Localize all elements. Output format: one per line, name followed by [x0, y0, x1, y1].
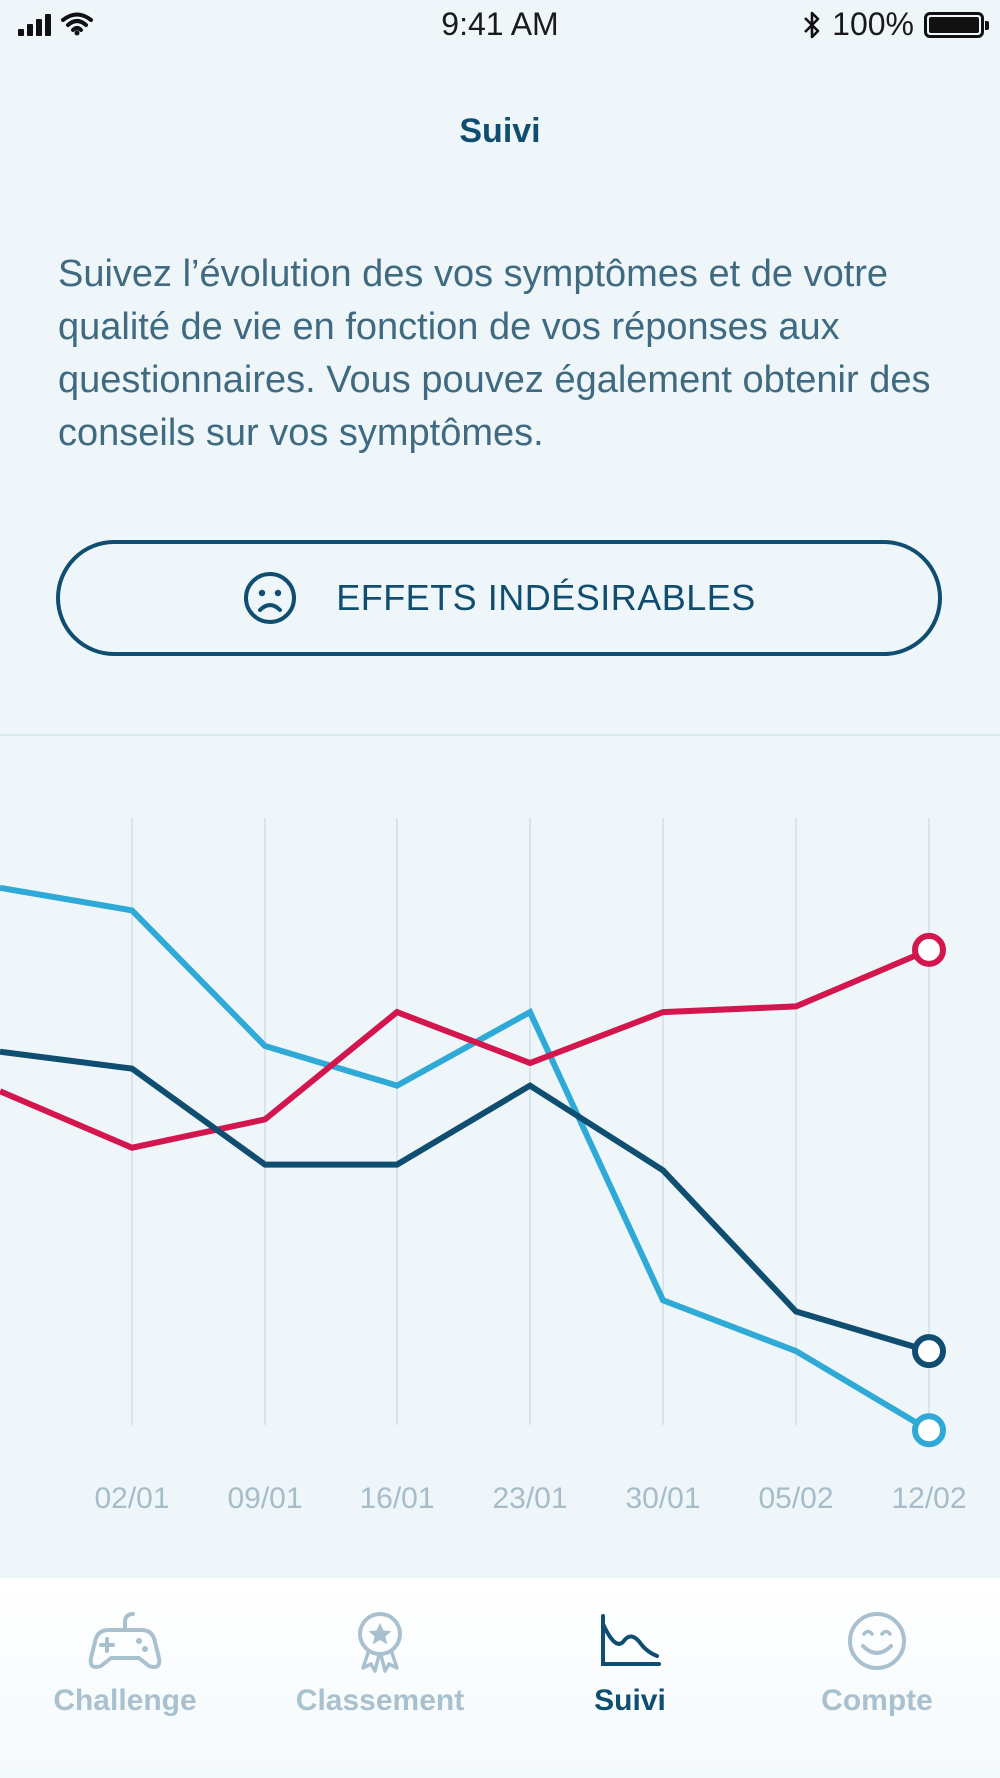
chart-lines [0, 884, 946, 1448]
chart-grid [131, 818, 930, 1425]
tab-label: Challenge [53, 1684, 197, 1717]
symptom-chart: 02/01 09/01 16/01 23/01 30/01 05/02 12/02 [0, 818, 967, 1515]
status-left [18, 12, 93, 36]
x-tick-label: 16/01 [359, 1482, 434, 1515]
x-tick-label: 12/02 [891, 1482, 966, 1515]
battery-icon [924, 11, 989, 38]
bluetooth-icon [804, 11, 820, 38]
tab-classement[interactable]: Classement [255, 1578, 505, 1778]
tab-bar: Challenge Classement Suivi Compte [0, 1578, 1000, 1778]
chart-icon [601, 1614, 661, 1666]
x-tick-label: 23/01 [492, 1482, 567, 1515]
tab-label: Classement [295, 1684, 465, 1717]
chart-tick-labels: 02/01 09/01 16/01 23/01 30/01 05/02 12/02 [94, 1482, 966, 1515]
series-line-0 [0, 884, 931, 1433]
tab-label: Suivi [594, 1684, 666, 1717]
x-tick-label: 05/02 [758, 1482, 833, 1515]
status-bar: 9:41 AM 100% [0, 0, 1000, 50]
signal-icon [18, 14, 51, 36]
status-right: 100% [802, 6, 989, 43]
divider [0, 734, 1000, 736]
tab-compte[interactable]: Compte [752, 1578, 1000, 1778]
x-tick-label: 30/01 [625, 1482, 700, 1515]
battery-percent: 100% [832, 6, 914, 42]
intro-text: Suivez l’évolution des vos symptômes et … [58, 253, 931, 454]
smile-icon [848, 1612, 906, 1670]
series-line-2 [0, 1048, 930, 1354]
x-tick-label: 02/01 [94, 1482, 169, 1515]
status-time: 9:41 AM [441, 6, 559, 42]
effects-button-label: EFFETS INDÉSIRABLES [336, 577, 756, 618]
wifi-icon [61, 12, 93, 36]
series-line-1 [0, 947, 931, 1151]
effects-button[interactable]: EFFETS INDÉSIRABLES [56, 540, 942, 656]
gamepad-icon [88, 1612, 162, 1669]
sad-face-icon [244, 572, 297, 624]
series-endpoint-0[interactable] [912, 1413, 946, 1448]
series-endpoint-2[interactable] [912, 1334, 946, 1369]
series-endpoint-1[interactable] [912, 932, 946, 967]
page-title: Suivi [459, 112, 541, 150]
medal-icon [358, 1612, 402, 1673]
tab-challenge[interactable]: Challenge [0, 1578, 250, 1778]
tab-label: Compte [821, 1684, 933, 1717]
tab-suivi[interactable]: Suivi [505, 1578, 755, 1778]
x-tick-label: 09/01 [227, 1482, 302, 1515]
